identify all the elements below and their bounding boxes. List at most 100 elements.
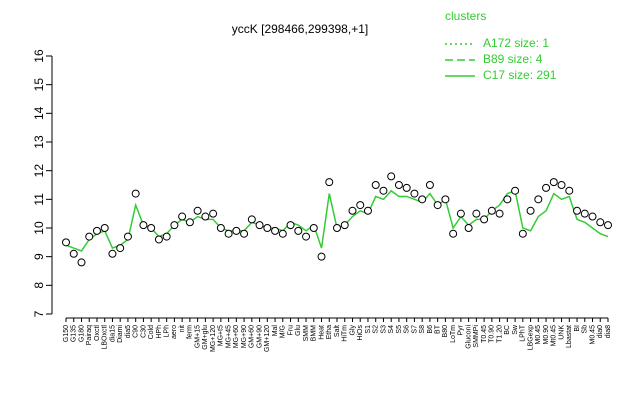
data-point xyxy=(178,212,187,221)
x-tick-label: Lbastat xyxy=(566,325,573,348)
data-point xyxy=(449,229,458,238)
x-tick-label: S5 xyxy=(396,325,403,334)
x-tick-label: GM+120 xyxy=(264,325,271,352)
y-tick-label: 15 xyxy=(32,78,46,92)
x-tick-label: dia0 xyxy=(597,325,604,338)
data-point xyxy=(108,249,117,258)
data-point xyxy=(604,221,612,230)
x-tick-label: B6 xyxy=(427,325,434,334)
data-point xyxy=(309,224,318,232)
data-point xyxy=(100,224,109,232)
data-point xyxy=(162,232,171,241)
x-tick-label: T1.20 xyxy=(496,325,503,343)
data-point xyxy=(379,186,388,195)
x-tick-label: LoTm xyxy=(450,325,457,343)
x-tick-label: Pairaq xyxy=(86,325,93,345)
data-point xyxy=(139,221,148,230)
data-point xyxy=(418,195,427,204)
y-tick-label: 10 xyxy=(32,221,46,235)
x-tick-label: M/G xyxy=(280,325,287,338)
data-point xyxy=(410,189,419,198)
y-tick-label: 13 xyxy=(32,135,46,149)
x-tick-label: LPh xyxy=(164,325,171,338)
x-tick-label: Glu xyxy=(295,325,302,336)
x-tick-label: HPh xyxy=(156,325,163,339)
data-point xyxy=(340,221,349,230)
data-point xyxy=(356,201,365,210)
x-tick-label: S1 xyxy=(365,325,372,334)
data-point xyxy=(302,232,311,241)
x-tick-label: dia8 xyxy=(605,325,612,338)
data-point xyxy=(433,201,442,210)
data-point xyxy=(348,206,357,215)
x-tick-label: S4 xyxy=(388,325,395,334)
x-tick-label: S6 xyxy=(404,325,411,334)
data-point xyxy=(511,186,520,195)
x-tick-label: S8 xyxy=(419,325,426,334)
x-tick-label: GM+60 xyxy=(249,325,256,348)
x-tick-label: BI xyxy=(574,325,581,332)
x-tick-label: Diami xyxy=(117,325,124,343)
x-tick-label: BC xyxy=(504,325,511,335)
x-tick-label: LBOxctl xyxy=(102,325,109,350)
x-tick-label: Gluconi xyxy=(465,325,472,349)
x-tick-label: Mal xyxy=(272,325,279,337)
data-point xyxy=(92,226,101,235)
data-point xyxy=(464,224,473,232)
y-tick-label: 12 xyxy=(32,164,46,178)
data-point xyxy=(131,189,140,198)
data-point xyxy=(240,229,249,238)
x-tick-label: LBGexp xyxy=(527,325,534,350)
x-tick-label: Sw xyxy=(512,324,519,335)
x-tick-label: Fru xyxy=(287,325,294,336)
data-point xyxy=(363,206,372,215)
y-tick-label: 16 xyxy=(32,49,46,63)
x-tick-label: GM+glu xyxy=(202,325,209,350)
data-point xyxy=(387,172,396,181)
data-point xyxy=(154,235,163,244)
x-tick-label: Sb xyxy=(582,325,589,334)
x-tick-label: HiTm xyxy=(342,325,349,342)
x-tick-label: MG+45 xyxy=(225,325,232,348)
data-point xyxy=(542,183,551,192)
data-point xyxy=(580,209,589,218)
x-tick-label: B80 xyxy=(442,325,449,338)
data-point xyxy=(425,181,434,189)
data-point xyxy=(116,244,125,253)
data-point xyxy=(77,258,86,267)
x-tick-label: Heat xyxy=(318,325,325,340)
legend-label: C17 size: 291 xyxy=(483,68,557,82)
data-point xyxy=(503,195,512,204)
x-tick-label: LPhT xyxy=(520,324,527,341)
x-tick-label: HiOs xyxy=(357,325,364,341)
x-tick-label: Salt xyxy=(334,325,341,337)
data-point xyxy=(278,229,287,238)
x-tick-label: Cold xyxy=(148,325,155,340)
x-tick-label: G135 xyxy=(71,325,78,342)
data-point xyxy=(456,209,465,218)
data-point xyxy=(487,206,496,215)
data-point xyxy=(193,206,202,215)
data-point xyxy=(588,212,597,221)
x-tick-label: Pyr xyxy=(458,324,465,335)
data-point xyxy=(394,181,403,189)
data-point xyxy=(255,221,264,230)
data-point xyxy=(62,238,70,247)
data-point xyxy=(123,232,132,241)
x-tick-label: M0.90 xyxy=(543,325,550,345)
y-tick-label: 8 xyxy=(32,282,46,289)
x-tick-label: SMMPi xyxy=(473,325,480,348)
data-point xyxy=(286,221,295,230)
data-point xyxy=(472,209,481,218)
data-point xyxy=(224,229,233,238)
data-point xyxy=(565,186,574,195)
x-tick-label: Gly xyxy=(349,325,356,336)
data-point xyxy=(185,218,194,227)
data-point xyxy=(518,229,527,238)
legend-title: clusters xyxy=(445,9,486,23)
data-point xyxy=(69,249,78,258)
data-point xyxy=(232,226,241,235)
x-tick-label: MG+90 xyxy=(241,325,248,348)
